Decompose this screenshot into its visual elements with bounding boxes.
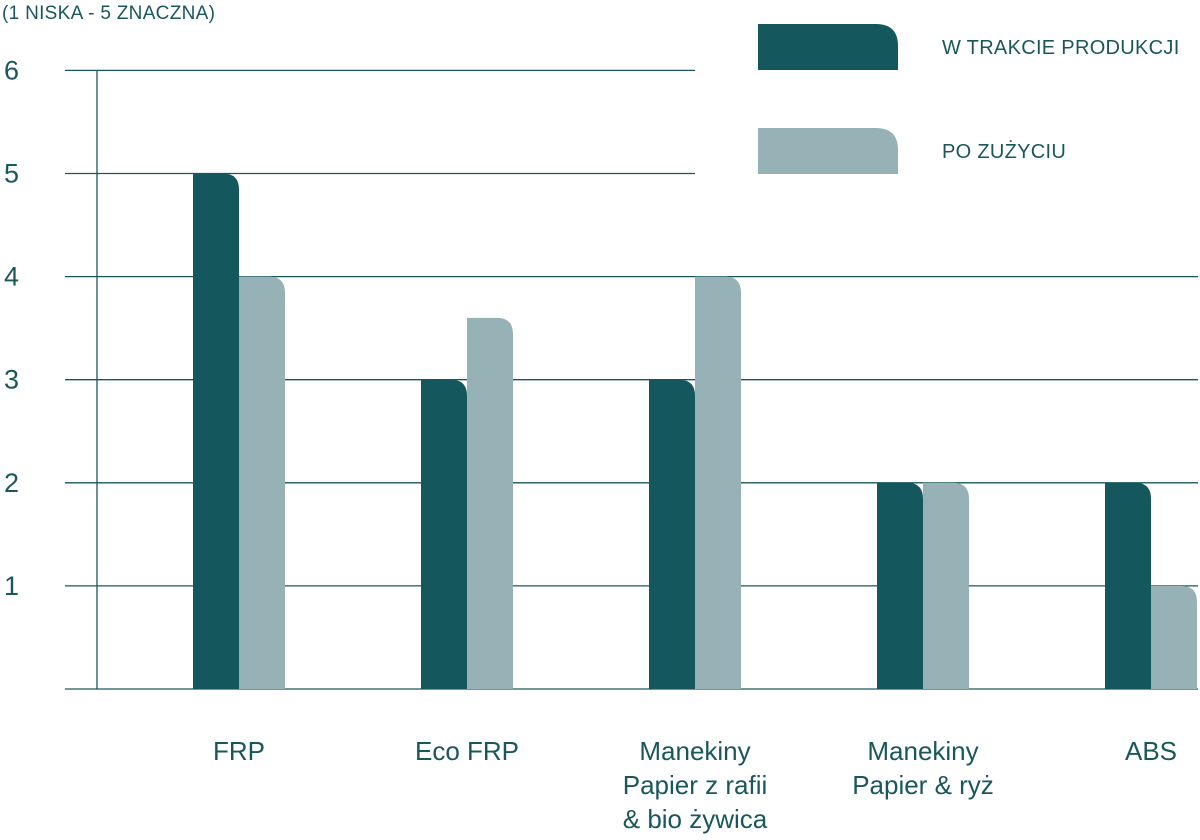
legend-swatch	[758, 24, 898, 70]
bar-production-4	[1105, 482, 1151, 689]
y-tick-label: 5	[4, 159, 19, 189]
bar-production-1	[421, 379, 467, 689]
bar-production-2	[649, 379, 695, 689]
y-tick-label: 1	[4, 571, 19, 601]
scale-note: (1 NISKA - 5 ZNACZNA)	[2, 3, 215, 24]
x-tick-label: FRP	[213, 736, 265, 766]
bar-production-0	[193, 173, 239, 689]
x-tick-label: Manekiny Papier z rafii & bio żywica	[623, 736, 768, 834]
legend-label: W TRAKCIE PRODUKCJI	[942, 37, 1180, 59]
legend-swatch	[758, 128, 898, 174]
legend: W TRAKCIE PRODUKCJI PO ZUŻYCIU	[758, 24, 1180, 174]
y-tick-label: 2	[4, 468, 19, 498]
bar-post-use-3	[923, 482, 969, 689]
legend-label: PO ZUŻYCIU	[942, 140, 1066, 163]
y-tick-label: 6	[4, 55, 19, 85]
y-tick-labels: 1 2 3 4 5 6	[4, 55, 19, 601]
x-tick-label: Eco FRP	[415, 736, 519, 766]
bar-post-use-4	[1151, 585, 1197, 689]
bar-post-use-2	[695, 276, 741, 689]
bar-post-use-0	[239, 276, 285, 689]
x-tick-label: Manekiny Papier & ryż	[852, 736, 994, 800]
bars	[193, 173, 1197, 689]
bar-post-use-1	[467, 317, 513, 689]
x-tick-labels: FRP Eco FRP Manekiny Papier z rafii & bio ży…	[213, 736, 1177, 834]
x-tick-label: ABS	[1125, 736, 1177, 766]
y-tick-label: 4	[4, 262, 19, 292]
y-tick-label: 3	[4, 365, 19, 395]
bar-production-3	[877, 482, 923, 689]
